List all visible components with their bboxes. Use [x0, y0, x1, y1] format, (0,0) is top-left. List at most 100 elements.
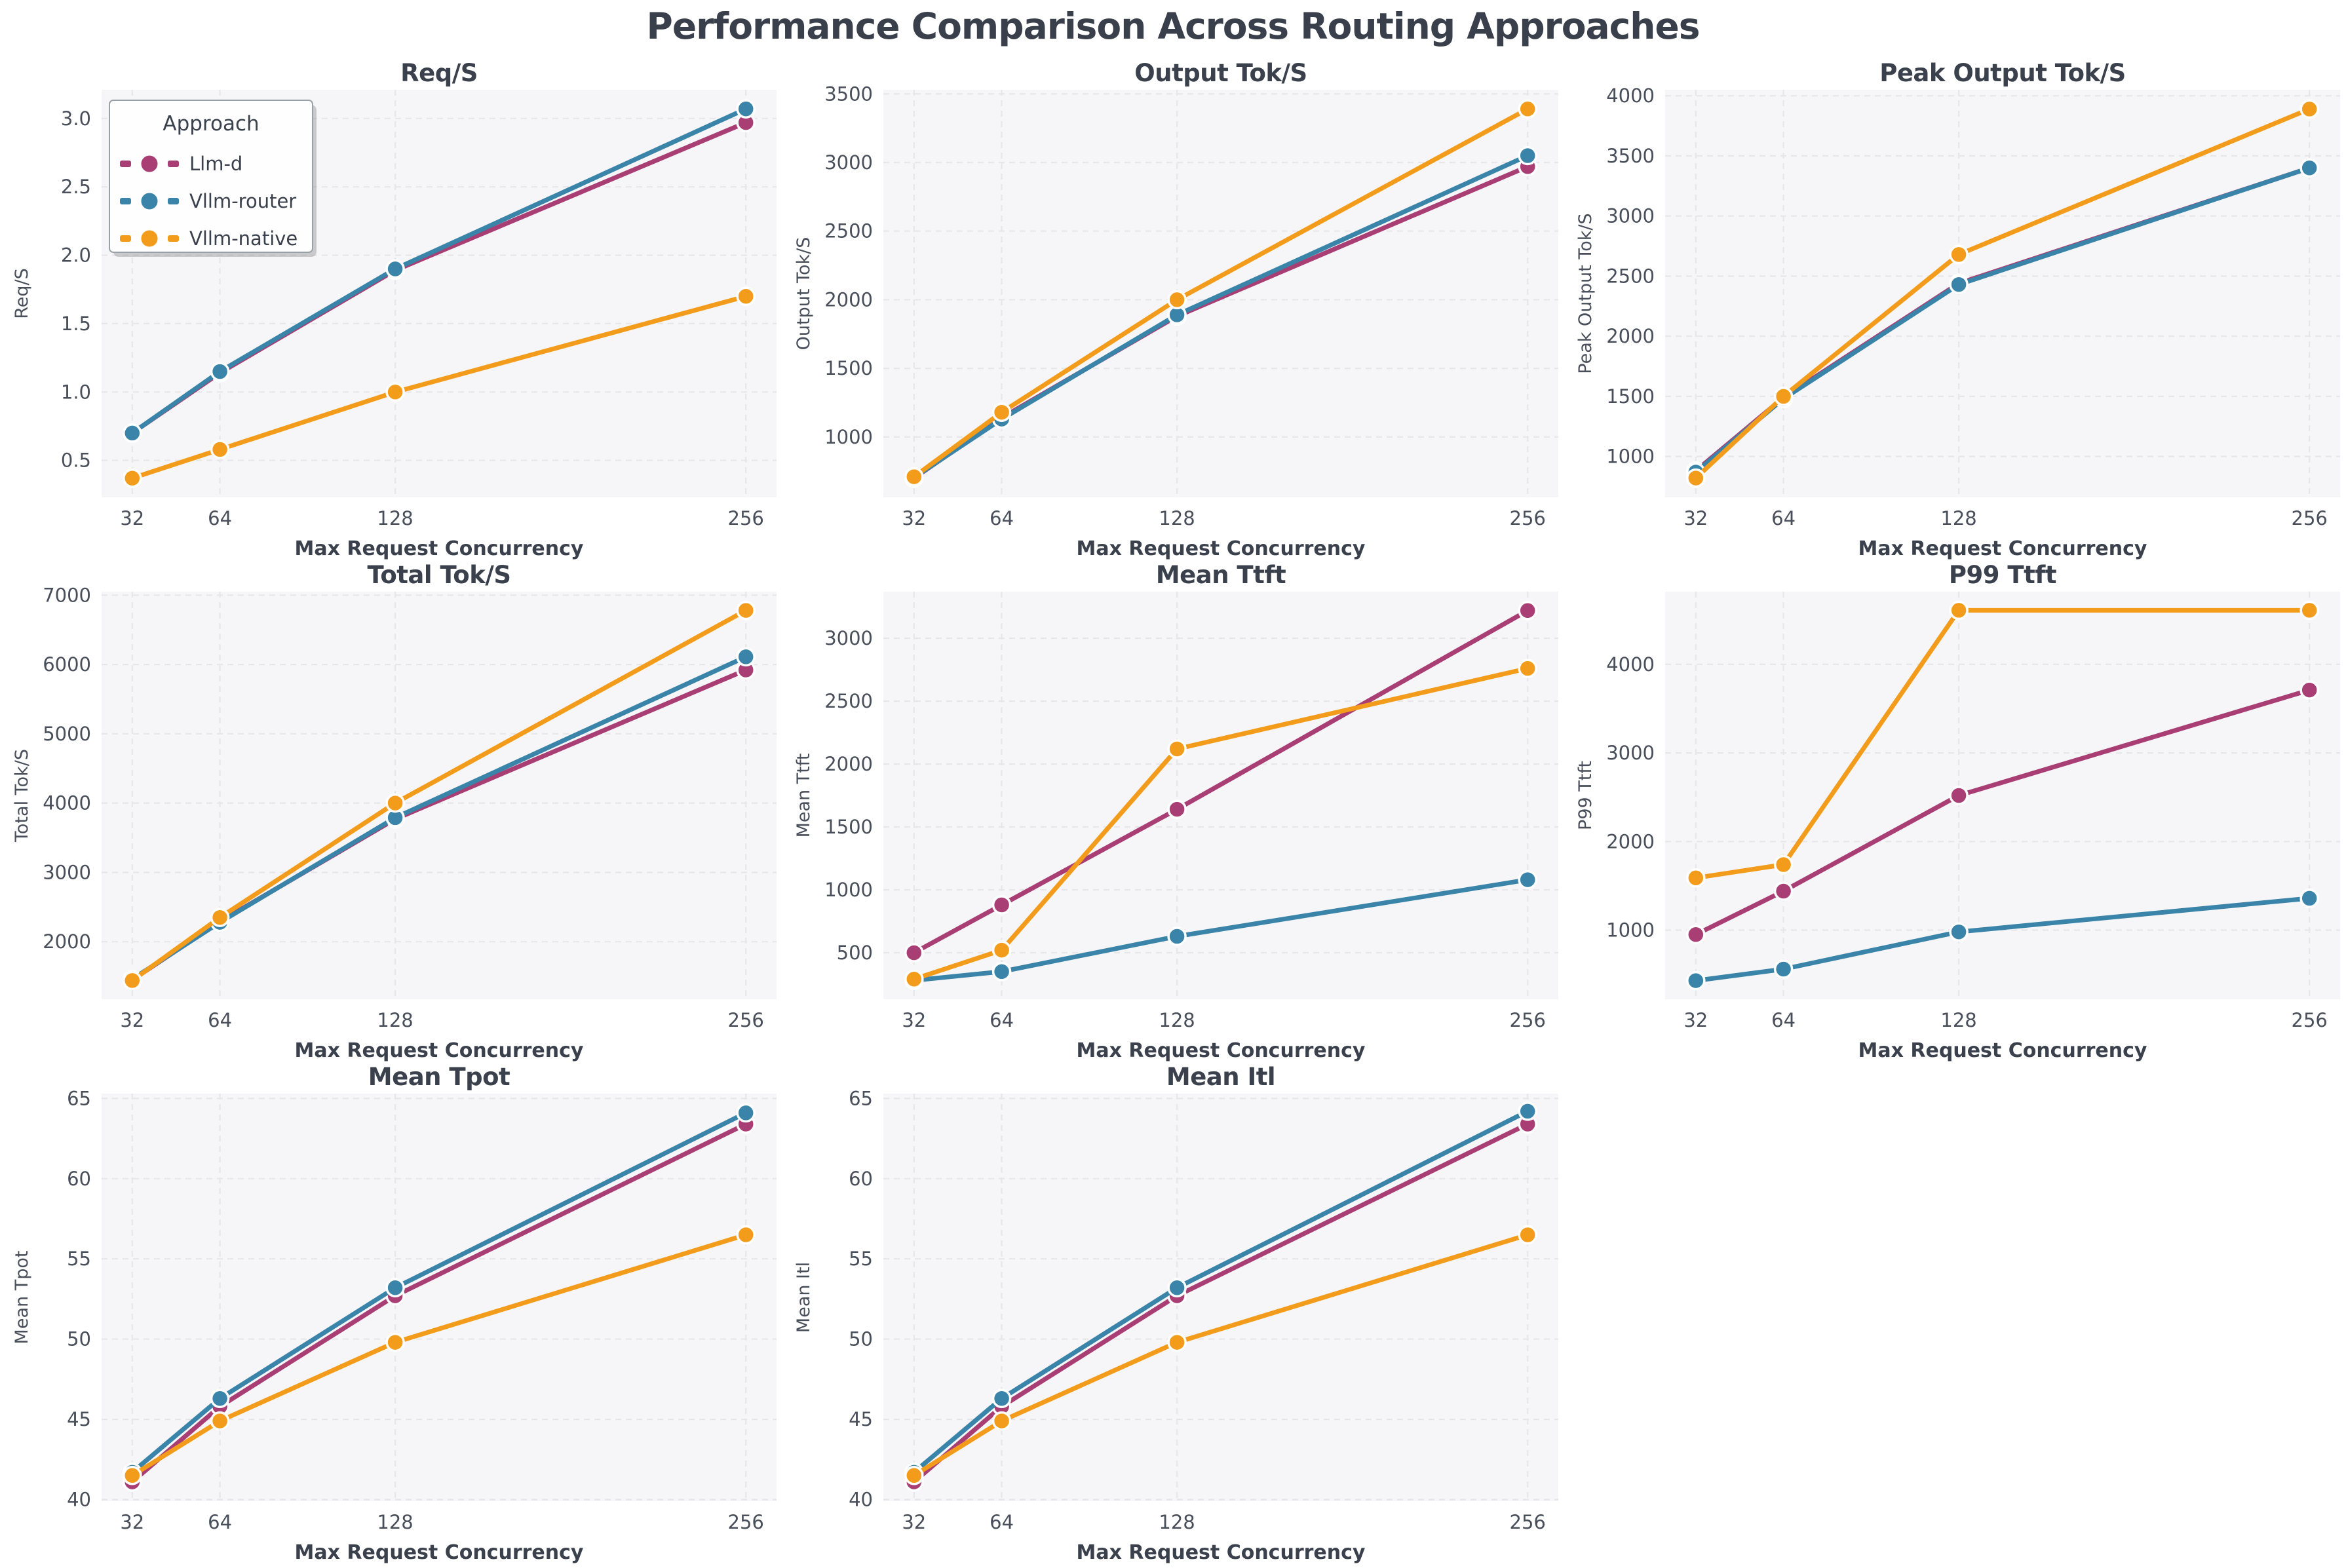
series-marker-vllm-native	[210, 1411, 230, 1431]
y-tick-label: 1000	[824, 879, 873, 901]
legend-dash-icon	[168, 198, 179, 204]
y-tick-label: 3.0	[61, 107, 91, 130]
y-tick-label: 2000	[824, 288, 873, 311]
x-tick-label: 32	[902, 1511, 926, 1533]
series-marker-vllm-native	[991, 940, 1012, 960]
y-tick-label: 4000	[1606, 85, 1655, 107]
series-marker-llm-d	[1773, 881, 1794, 901]
series-marker-vllm-native	[1167, 739, 1187, 759]
series-marker-vllm-router	[736, 647, 756, 667]
y-axis-label: Total Tok/S	[12, 749, 32, 843]
plot-area	[1665, 592, 2340, 999]
series-marker-vllm-native	[385, 793, 405, 813]
series-marker-vllm-router	[1949, 922, 1969, 942]
y-tick-label: 500	[837, 942, 873, 964]
legend-dash-icon	[120, 161, 131, 167]
series-marker-vllm-native	[1773, 854, 1794, 875]
series-marker-vllm-native	[210, 908, 230, 927]
series-line-vllm-native	[130, 1233, 748, 1478]
series-marker-vllm-router	[210, 1388, 230, 1409]
y-tick-label: 3000	[1606, 742, 1655, 764]
x-tick-label: 128	[1159, 1511, 1195, 1533]
x-tick-label: 64	[208, 1511, 232, 1533]
series-marker-vllm-router	[2299, 158, 2319, 178]
series-marker-vllm-router	[991, 1388, 1012, 1409]
series-marker-vllm-router	[1773, 959, 1794, 979]
series-marker-vllm-native	[991, 1411, 1012, 1431]
series-marker-vllm-native	[991, 402, 1012, 422]
chart-title: Mean Ttft	[1156, 561, 1286, 589]
series-line-vllm-router	[912, 1109, 1530, 1475]
y-tick-label: 2000	[1606, 830, 1655, 852]
x-tick-label: 256	[2292, 1009, 2328, 1031]
plot-area	[883, 1094, 1558, 1501]
x-tick-label: 256	[1510, 1511, 1546, 1533]
legend-dash-icon	[120, 198, 131, 204]
chart-mean-itl: Mean Itl 40 45 50 55 60 65 32 64 128 256 Max Reques…	[794, 1063, 1558, 1564]
series-line-vllm-native	[1693, 607, 2312, 881]
y-tick-label: 1000	[1606, 919, 1655, 942]
legend-title: Approach	[163, 112, 259, 136]
series-marker-vllm-router	[1949, 275, 1969, 294]
y-axis-label: Peak Output Tok/S	[1575, 213, 1596, 373]
y-axis-label: Mean Itl	[794, 1262, 814, 1333]
series-line-llm-d	[912, 1122, 1530, 1485]
series-marker-vllm-native	[904, 467, 924, 487]
series-marker-vllm-native	[1518, 99, 1537, 119]
series-marker-vllm-native	[1518, 659, 1537, 678]
series-marker-vllm-native	[123, 1466, 142, 1485]
x-tick-label: 128	[1159, 507, 1195, 529]
y-tick-label: 45	[849, 1408, 873, 1430]
series-marker-llm-d	[1949, 786, 1969, 805]
series-marker-llm-d	[1167, 799, 1187, 819]
y-tick-label: 1000	[1606, 446, 1655, 468]
y-tick-label: 2.5	[61, 176, 91, 198]
y-tick-label: 1500	[824, 816, 873, 838]
series-marker-vllm-router	[736, 99, 756, 119]
y-tick-label: 45	[67, 1408, 91, 1430]
x-tick-label: 32	[902, 507, 926, 529]
y-tick-label: 65	[67, 1087, 91, 1109]
series-line-vllm-native	[912, 106, 1530, 480]
series-marker-vllm-router	[1518, 145, 1537, 166]
y-tick-label: 3000	[824, 151, 873, 174]
series-marker-vllm-native	[1949, 244, 1969, 265]
chart-peak-output-tok-s: Peak Output Tok/S 1000 1500 2000 2500 3000 350…	[1575, 59, 2340, 560]
y-tick-label: 2000	[824, 753, 873, 775]
series-marker-vllm-router	[736, 1103, 756, 1123]
x-axis-label: Max Request Concurrency	[295, 1039, 584, 1062]
series-marker-vllm-router	[1167, 927, 1187, 946]
chart-title: P99 Ttft	[1949, 561, 2056, 589]
x-tick-label: 128	[377, 507, 413, 529]
y-tick-label: 60	[849, 1168, 873, 1190]
chart-title: Mean Tpot	[368, 1063, 510, 1091]
legend-box	[109, 100, 313, 253]
y-tick-label: 40	[67, 1489, 91, 1511]
y-tick-label: 3000	[43, 861, 91, 883]
series-marker-vllm-router	[1518, 1101, 1537, 1121]
y-tick-label: 1.5	[61, 313, 91, 335]
series-marker-vllm-router	[991, 962, 1012, 982]
y-tick-label: 55	[67, 1248, 91, 1270]
series-marker-vllm-native	[904, 969, 924, 989]
series-line-vllm-native	[130, 294, 748, 481]
x-tick-label: 256	[1510, 507, 1546, 529]
y-axis-label: Req/S	[12, 268, 32, 319]
y-tick-label: 4000	[1606, 653, 1655, 676]
x-axis-label: Max Request Concurrency	[1858, 1039, 2147, 1062]
series-line-vllm-router	[912, 877, 1530, 983]
series-marker-vllm-native	[736, 286, 756, 306]
series-line-vllm-native	[1693, 106, 2312, 481]
series-marker-vllm-native	[1773, 387, 1794, 406]
series-marker-vllm-native	[736, 600, 756, 621]
chart-p99-ttft: P99 Ttft 1000 2000 3000 4000 32 64 128 256 Max Re…	[1575, 561, 2340, 1062]
series-marker-vllm-native	[123, 468, 142, 488]
series-line-vllm-router	[130, 106, 748, 436]
series-marker-vllm-native	[385, 382, 405, 402]
series-marker-vllm-native	[2299, 99, 2319, 119]
x-tick-label: 32	[120, 507, 144, 529]
y-tick-label: 0.5	[61, 449, 91, 472]
y-tick-label: 2500	[824, 220, 873, 242]
